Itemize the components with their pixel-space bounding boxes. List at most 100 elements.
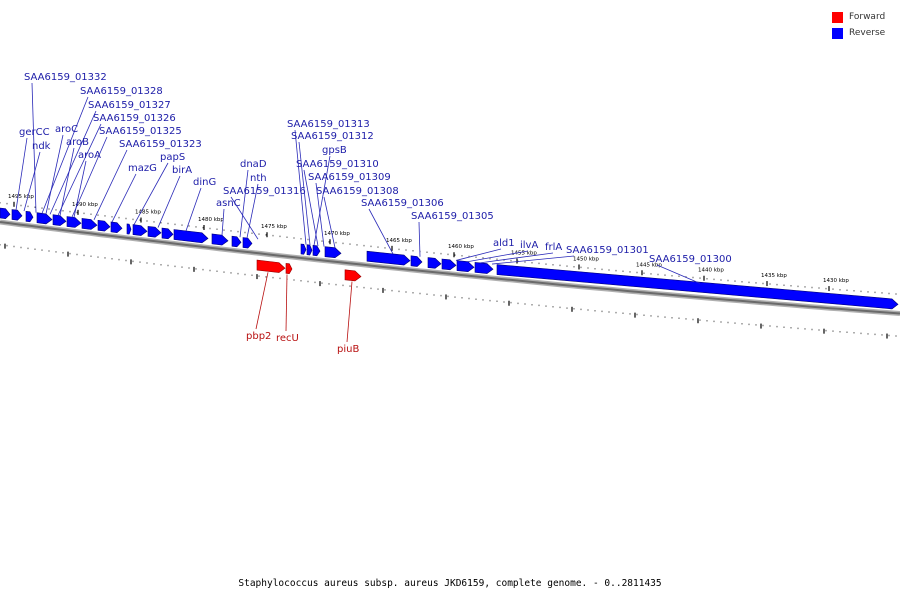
reverse-label-leader [294,129,307,245]
reverse-gene-arrow [456,260,475,273]
reverse-label-leader [455,248,502,261]
tick-label: 1455 kbp [511,251,537,257]
reverse-gene-label: SAA6159_01309 [308,172,391,183]
reverse-label-leader [185,187,202,232]
forward-gene-label: piuB [337,344,359,355]
reverse-gene-label: SAA6159_01310 [296,159,379,170]
reverse-label-leader [230,196,259,240]
reverse-label-leader [71,136,108,218]
reverse-gene-arrow [97,219,111,232]
reverse-gene-label: SAA6159_01325 [99,126,182,137]
tick-label: 1470 kbp [324,231,350,237]
reverse-label-leader [45,134,64,214]
reverse-label-leader [303,169,319,246]
reverse-label-leader [49,110,97,215]
reverse-gene-arrow [410,255,423,267]
reverse-gene-arrow [66,216,82,228]
tick-label: 1460 kbp [448,244,474,250]
reverse-gene-arrow [300,243,307,255]
reverse-gene-label: SAA6159_01327 [88,100,171,111]
reverse-gene-arrow [11,209,23,221]
reverse-label-leader [73,160,87,218]
reverse-gene-label: aroC [55,124,78,135]
tick-label: 1450 kbp [573,256,599,262]
reverse-gene-label: aroB [66,137,89,148]
reverse-gene-label: SAA6159_01316 [223,186,306,197]
tick-label: 1435 kbp [761,273,787,279]
reverse-gene-arrow [366,250,411,266]
reverse-gene-label: ilvA [520,240,538,251]
reverse-gene-label: mazG [128,163,157,174]
reverse-gene-label: SAA6159_01312 [291,131,374,142]
reverse-gene-label: SAA6159_01306 [361,198,444,209]
reverse-gene-label: aroA [78,150,101,161]
reverse-label-leader [239,169,249,238]
reverse-gene-arrow [211,233,229,246]
reverse-gene-label: SAA6159_01326 [93,113,176,124]
reverse-gene-arrow [231,235,242,248]
reverse-gene-arrow [132,224,148,236]
reverse-gene-label: SAA6159_01305 [411,211,494,222]
reverse-gene-arrow [441,258,457,271]
forward-gene-arrow [256,259,286,273]
genome-backbone-core [0,221,900,315]
reverse-label-leader [221,208,225,236]
reverse-gene-label: SAA6159_01300 [649,254,732,265]
legend-label-forward: Forward [849,12,886,22]
forward-gene-label: pbp2 [246,331,271,342]
reverse-gene-label: gpsB [322,145,347,156]
reverse-label-leader [298,141,311,246]
reverse-label-leader [59,147,75,216]
reverse-label-leader [23,151,41,212]
forward-label-leader [285,274,288,332]
reverse-label-leader [479,252,554,264]
reverse-gene-label: ald1 [493,238,515,249]
tick-label: 1445 kbp [636,262,662,268]
reverse-gene-arrow [81,218,98,230]
forward-label-leader [346,281,353,343]
reverse-gene-label: dnaD [240,159,267,170]
reverse-gene-arrow [0,207,11,220]
reverse-gene-label: SAA6159_01328 [80,86,163,97]
reverse-label-leader [656,264,701,284]
reverse-gene-label: birA [172,165,192,176]
legend-item-forward: Forward [832,9,892,25]
reverse-gene-label: dinG [193,177,216,188]
reverse-label-leader [313,155,331,246]
reverse-label-leader [31,82,37,213]
forward-gene-label: recU [276,333,299,344]
reverse-label-leader [368,208,394,255]
reverse-gene-label: nth [250,173,267,184]
tick-label: 1440 kbp [698,268,724,274]
reverse-label-leader [133,162,169,225]
reverse-gene-arrow [312,244,321,257]
reverse-label-leader [315,182,325,247]
reverse-gene-label: SAA6159_01301 [566,245,649,256]
reverse-gene-label: gerCC [19,127,50,138]
reverse-gene-label: SAA6159_01332 [24,72,107,83]
reverse-label-leader [93,149,128,221]
reverse-gene-arrow [306,244,313,256]
forward-gene-arrow [285,263,293,275]
reverse-gene-label: SAA6159_01308 [316,186,399,197]
forward-swatch [832,11,843,23]
reverse-gene-arrow [52,214,67,226]
reverse-gene-arrow [110,221,123,234]
reverse-label-leader [418,221,421,257]
reverse-gene-label: SAA6159_01313 [287,119,370,130]
reverse-gene-arrow [173,229,209,244]
tick-label: 1495 kbp [8,194,34,200]
reverse-gene-arrow [161,227,174,240]
reverse-gene-label: SAA6159_01323 [119,139,202,150]
tick-label: 1465 kbp [386,238,412,244]
reverse-gene-label: asnC [216,198,241,209]
reverse-label-leader [111,173,137,223]
tick-label: 1480 kbp [198,217,224,223]
reverse-gene-arrow [427,257,442,269]
forward-label-leader [255,272,269,330]
tick-label: 1490 kbp [72,202,98,208]
reverse-gene-arrow [242,237,253,249]
reverse-label-leader [467,250,529,263]
legend-label-reverse: Reverse [849,28,886,38]
